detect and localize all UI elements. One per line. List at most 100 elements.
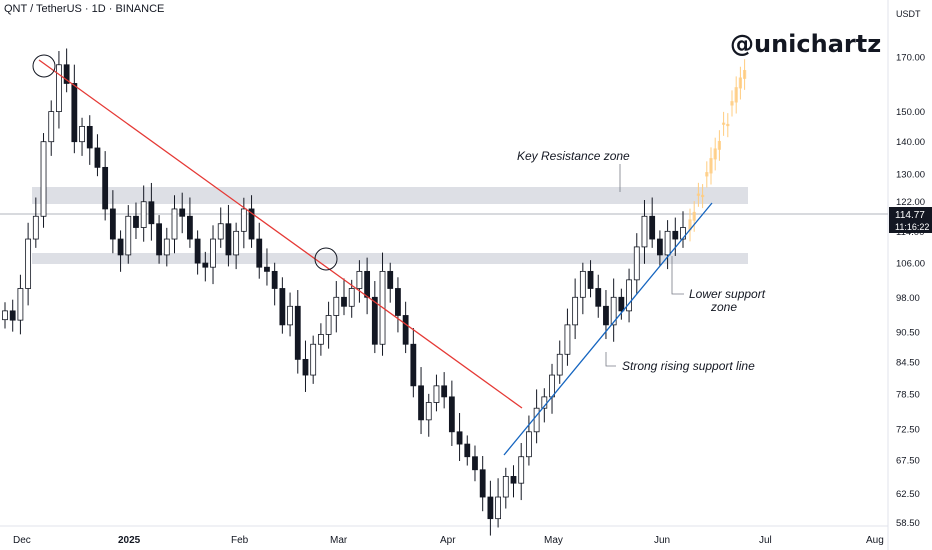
candle-body [533,407,540,433]
price-tick-3: 130.00 [896,170,925,181]
time-tick-may: May [544,535,563,546]
time-tick-apr: Apr [440,535,456,546]
time-tick-jun: Jun [654,535,670,546]
candle-body [133,215,139,228]
lower-support-label-line2: zone [710,300,737,314]
candle-body [210,238,216,268]
candle-body [618,296,625,312]
candle-body [341,296,347,307]
candle-body [441,385,448,398]
candle-body [225,223,232,256]
candle-body [79,125,85,143]
candle-body [287,305,293,326]
candle-body [641,215,648,248]
candle-body [356,270,363,289]
candle-body [179,208,186,217]
time-tick-aug: Aug [866,535,884,546]
candle-body [148,201,155,225]
key-resistance-zone [32,187,748,204]
candle-body [626,279,632,312]
candle-body [117,238,124,256]
candle-body [63,64,70,84]
time-tick-feb: Feb [231,535,249,546]
candle-body [456,431,463,445]
candle-body [418,385,424,421]
candle-body [549,374,555,398]
candle-body [649,215,656,240]
candle-body [387,270,394,289]
current-price-tag [889,207,932,233]
candle-body [102,166,109,210]
candle-body [587,270,594,289]
rising-support-line[interactable] [503,202,713,456]
candle-body [56,64,62,113]
candle-body [664,230,671,256]
candle-body [479,469,486,498]
price-tick-6: 106.00 [896,259,925,270]
candle-body [556,353,563,376]
candle-body [325,315,332,335]
projection-body [722,122,726,125]
candle-body [248,208,255,240]
candle-body [194,238,201,264]
author-watermark: @unichartz [730,30,882,58]
candle-body [448,396,455,433]
candle-body [271,270,278,289]
chart-title: QNT / TetherUS · 1D · BINANCE [4,3,165,15]
candle-body [402,315,409,345]
price-tick-9: 84.50 [896,357,920,368]
candle-body [672,230,679,240]
candle-body [25,238,32,289]
candle-body [140,201,147,228]
candle-body [187,215,193,240]
price-tick-15: 54.50 [896,549,920,550]
candle-body [256,238,263,268]
candle-body [109,208,116,240]
rising-support-connector [605,352,616,367]
price-axis-unit: USDT [896,9,921,19]
candle-body [633,246,640,281]
candle-body [395,288,401,316]
candle-body [94,147,101,168]
projection-body [743,70,747,79]
price-tick-11: 72.50 [896,424,920,435]
candle-body [86,125,93,149]
candles-group [2,48,686,536]
countdown-value: 11:16:22 [895,222,929,232]
candle-body [294,305,301,360]
candle-body [433,385,440,403]
downtrend-line[interactable] [38,59,523,409]
candle-body [518,456,525,484]
lower-support-connector [671,256,684,295]
projection-body [705,172,709,177]
candle-body [156,223,162,256]
lower-support-label-bg [684,285,764,317]
candle-body [279,288,286,326]
projection-body [717,140,721,150]
price-tick-labels: 170.00150.00140.00130.00122.00114.00106.… [896,53,925,550]
projection-body [726,123,730,127]
projection-body [734,87,738,103]
price-tick-12: 67.50 [896,455,920,466]
projection-body [692,211,696,221]
candle-body [171,208,178,240]
lower-support-zone [32,253,748,264]
candle-body [526,431,532,458]
candle-body [217,223,224,240]
price-tick-2: 140.00 [896,137,925,148]
projection-group [688,59,747,242]
price-tick-14: 58.50 [896,518,920,529]
price-tick-1: 150.00 [896,107,925,118]
time-tick-jul: Jul [759,535,772,546]
candle-body [125,215,132,256]
candle-body [510,476,517,484]
candle-body [487,496,494,520]
candle-body [410,343,417,387]
candle-body [579,270,586,298]
candle-body [32,215,39,240]
candle-body [425,402,432,421]
candle-body [472,456,478,471]
candle-body [264,266,270,272]
